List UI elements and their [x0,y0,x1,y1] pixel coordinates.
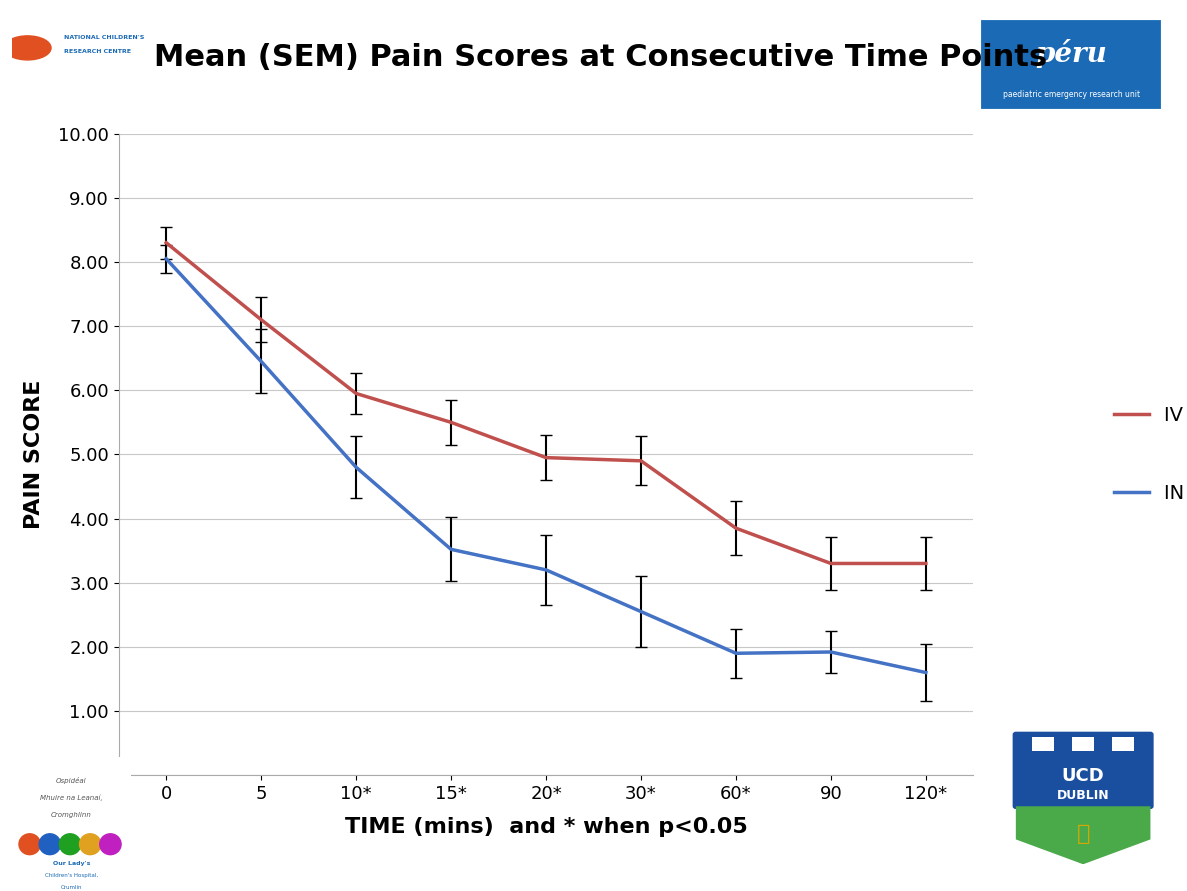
Circle shape [100,834,121,854]
Legend: IV Morphine, IN Fentanyl: IV Morphine, IN Fentanyl [1106,398,1187,511]
Text: 𝄞: 𝄞 [1077,824,1090,844]
Text: NATIONAL CHILDREN'S: NATIONAL CHILDREN'S [64,36,145,40]
Circle shape [4,36,51,60]
Circle shape [80,834,101,854]
FancyBboxPatch shape [1013,732,1154,809]
Text: Ospidéal: Ospidéal [56,777,87,784]
Circle shape [19,834,40,854]
Text: UCD: UCD [1061,767,1105,785]
Text: Mean (SEM) Pain Scores at Consecutive Time Points: Mean (SEM) Pain Scores at Consecutive Ti… [154,44,1048,72]
Bar [1032,737,1054,751]
Bar [1072,737,1094,751]
Text: Mhuire na Leanaí,: Mhuire na Leanaí, [40,795,102,801]
Circle shape [59,834,81,854]
Text: paediatric emergency research unit: paediatric emergency research unit [1003,90,1140,99]
Text: Cromghlinn: Cromghlinn [51,813,91,818]
Polygon shape [1016,806,1150,864]
X-axis label: TIME (mins)  and * when p<0.05: TIME (mins) and * when p<0.05 [344,817,748,837]
Text: Crumlin: Crumlin [61,885,82,889]
Text: DUBLIN: DUBLIN [1056,789,1110,802]
Circle shape [39,834,61,854]
Text: péru: péru [1035,39,1107,68]
Text: RESEARCH CENTRE: RESEARCH CENTRE [64,49,131,53]
Text: Our Lady's: Our Lady's [52,862,90,866]
Y-axis label: PAIN SCORE: PAIN SCORE [24,380,44,529]
Bar [1112,737,1135,751]
Text: Children's Hospital,: Children's Hospital, [45,873,97,878]
